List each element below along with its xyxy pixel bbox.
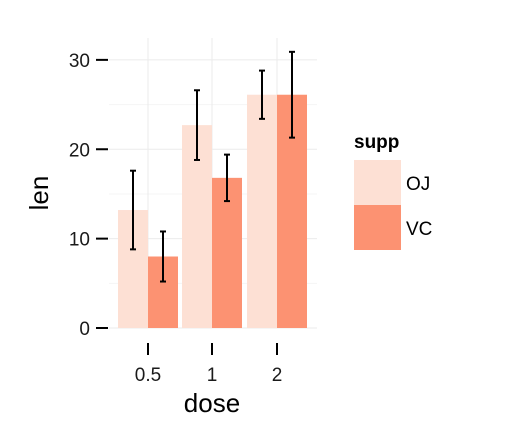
legend-label-VC: VC: [406, 219, 432, 240]
bars: [118, 94, 307, 329]
x-tick-label-1: 1: [207, 365, 218, 386]
error-bar-VC-0.5: [160, 230, 166, 283]
error-bar-OJ-2: [259, 69, 265, 120]
y-axis: 0 10 20 30: [69, 51, 108, 340]
legend-key-OJ: [354, 160, 401, 205]
y-axis-title: len: [24, 176, 54, 211]
y-tick-label-0: 0: [79, 319, 90, 340]
legend-key-VC: [354, 205, 401, 250]
y-tick-label-10: 10: [69, 230, 90, 251]
legend: supp OJ VC: [354, 132, 432, 250]
bar-VC-1: [212, 177, 242, 328]
error-bar-VC-2: [289, 50, 295, 139]
error-bar-VC-1: [224, 153, 230, 203]
y-tick-label-20: 20: [69, 140, 90, 161]
x-tick-label-0.5: 0.5: [135, 365, 161, 386]
error-bar-OJ-0.5: [130, 169, 136, 251]
legend-label-OJ: OJ: [406, 174, 430, 195]
x-axis-title: dose: [184, 388, 240, 418]
y-tick-label-30: 30: [69, 51, 90, 72]
x-tick-label-2: 2: [272, 365, 283, 386]
error-bar-OJ-1: [194, 89, 200, 161]
x-axis: 0.5 1 2: [135, 343, 283, 386]
bar-OJ-2: [247, 94, 277, 328]
error-bars: [130, 50, 295, 283]
legend-title: supp: [354, 132, 399, 153]
